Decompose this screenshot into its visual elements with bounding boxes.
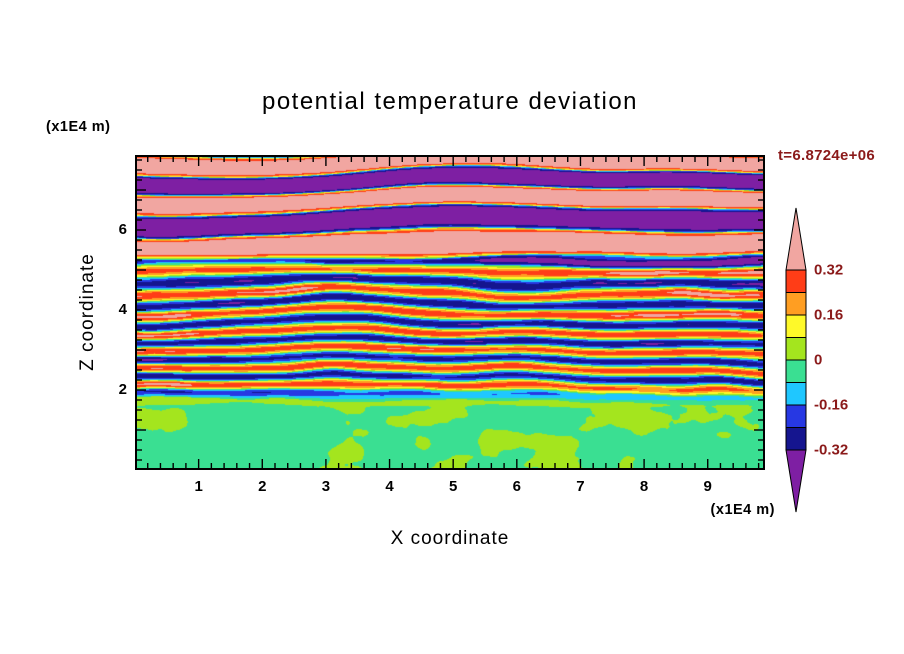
x-axis-unit-label: (x1E4 m) [710,502,775,518]
colorbar-tick-label: 0.16 [814,307,843,324]
z-tick-label: 4 [118,301,127,318]
colorbar-band [785,269,807,293]
axes-frame-and-ticks [135,155,765,470]
colorbar-tick-label: -0.32 [814,442,848,459]
colorbar-tick-label: 0.32 [814,262,843,279]
colorbar-band [785,427,807,451]
z-axis-unit-label: (x1E4 m) [46,119,111,135]
z-tick-label: 2 [118,381,127,398]
x-tick-label: 3 [321,478,331,495]
colorbar-tick-label: -0.16 [814,397,848,414]
contour-field-canvas [135,155,765,470]
x-tick-label: 8 [639,478,649,495]
z-tick-label: 6 [118,221,127,238]
x-tick-label: 4 [385,478,394,495]
colorbar-band [785,404,807,428]
colorbar-band [785,382,807,406]
colorbar-band [785,359,807,383]
x-tick-label: 1 [194,478,203,495]
x-tick-label: 6 [512,478,521,495]
time-annotation: t=6.8724e+06 [778,147,876,164]
colorbar-band [785,314,807,338]
colorbar-tick-label: 0 [814,352,822,369]
colorbar-band [785,337,807,361]
chart-title: potential temperature deviation [261,88,639,115]
plot-area [135,155,765,470]
colorbar: 0.32 0.16 0 -0.16 -0.32 [785,207,848,513]
colorbar-band [785,292,807,316]
x-tick-label: 7 [576,478,585,495]
x-tick-label: 5 [449,478,458,495]
x-tick-label: 2 [258,478,267,495]
x-axis-title: X coordinate [390,528,510,549]
x-tick-label: 9 [703,478,712,495]
